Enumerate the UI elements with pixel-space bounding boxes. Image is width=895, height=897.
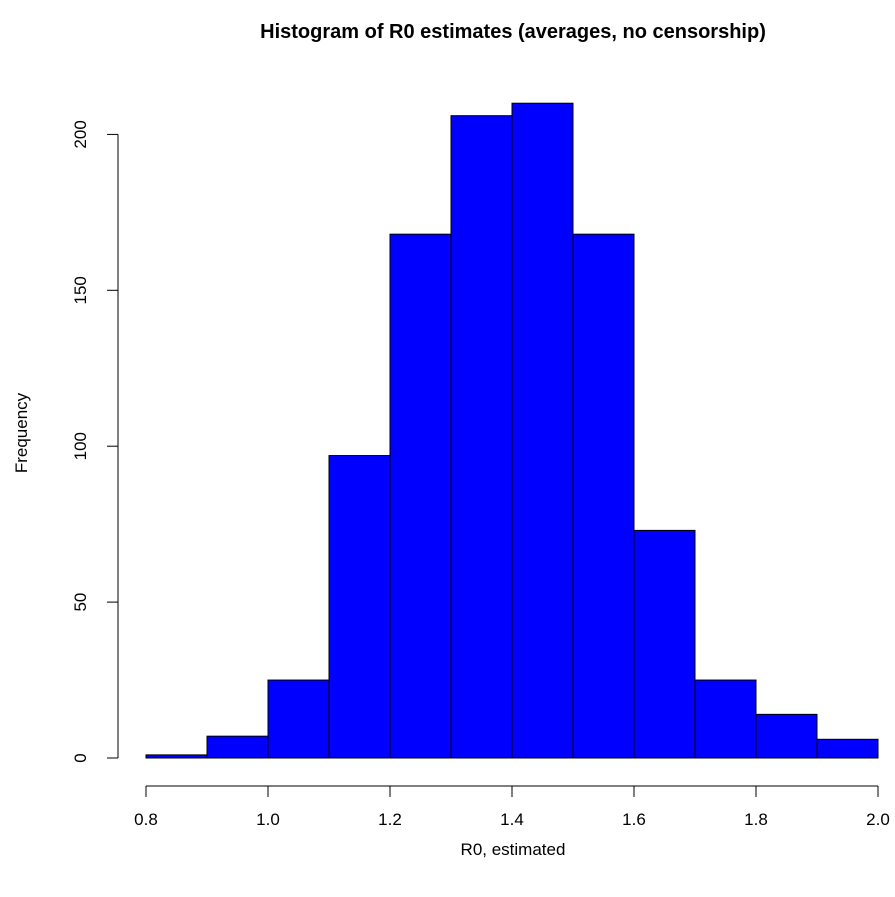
histogram-bar-7 xyxy=(572,233,635,759)
histogram-bar-0 xyxy=(145,754,208,759)
histogram-bar-11 xyxy=(816,738,879,759)
x-tick-label-5: 1.8 xyxy=(744,810,768,829)
x-axis: 0.8 1.0 1.2 1.4 1.6 1.8 2.0 xyxy=(134,785,890,829)
histogram-bar-1 xyxy=(206,735,269,759)
y-tick-label-0: 0 xyxy=(71,753,90,762)
y-axis: 0 50 100 150 200 xyxy=(71,120,119,763)
x-tick-label-4: 1.6 xyxy=(622,810,646,829)
x-tick-label-3: 1.4 xyxy=(500,810,524,829)
histogram-bar-9 xyxy=(694,679,757,759)
y-axis-label: Frequency xyxy=(12,392,31,473)
y-tick-label-2: 100 xyxy=(71,432,90,460)
x-axis-label: R0, estimated xyxy=(461,840,566,859)
histogram-bar-4 xyxy=(389,233,452,759)
histogram-bar-10 xyxy=(755,713,818,759)
x-tick-label-6: 2.0 xyxy=(866,810,890,829)
y-tick-label-1: 50 xyxy=(71,593,90,612)
bars-group xyxy=(145,102,879,759)
chart-title: Histogram of R0 estimates (averages, no … xyxy=(260,21,766,43)
histogram-bar-6 xyxy=(511,102,574,759)
y-tick-label-4: 200 xyxy=(71,120,90,148)
y-tick-label-3: 150 xyxy=(71,276,90,304)
histogram-bar-5 xyxy=(450,115,513,759)
x-tick-label-1: 1.0 xyxy=(256,810,280,829)
histogram-bar-8 xyxy=(633,529,696,759)
histogram-bar-2 xyxy=(267,679,330,759)
histogram-bar-3 xyxy=(328,455,391,759)
x-tick-label-0: 0.8 xyxy=(134,810,158,829)
x-tick-label-2: 1.2 xyxy=(378,810,402,829)
